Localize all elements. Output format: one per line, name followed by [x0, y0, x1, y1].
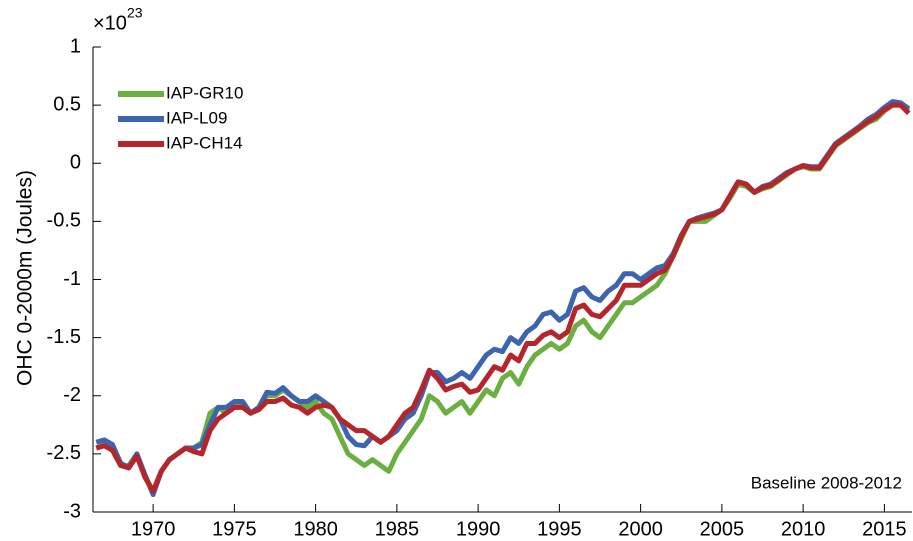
- y-tick-label: -2.5: [47, 442, 81, 464]
- y-tick-label: 0.5: [53, 93, 81, 115]
- legend-label: IAP-CH14: [166, 133, 243, 152]
- x-tick-label: 2010: [781, 518, 826, 540]
- data-line: [95, 102, 911, 494]
- y-tick-label: 0: [70, 152, 81, 174]
- y-tick-label: -2: [63, 384, 81, 406]
- data-line: [95, 102, 911, 495]
- x-tick-label: 1980: [293, 518, 338, 540]
- x-tick-label: 1985: [375, 518, 420, 540]
- x-tick-label: 2005: [700, 518, 745, 540]
- x-tick-label: 1995: [537, 518, 582, 540]
- y-tick-label: -1: [63, 268, 81, 290]
- x-tick-label: 2015: [862, 518, 907, 540]
- x-tick-label: 2000: [618, 518, 663, 540]
- y-axis-label: OHC 0-2000m (Joules): [14, 170, 37, 386]
- annotation: Baseline 2008-2012: [751, 473, 902, 492]
- x-tick-label: 1975: [212, 518, 257, 540]
- y-tick-label: -0.5: [47, 210, 81, 232]
- y-tick-label: -1.5: [47, 326, 81, 348]
- y-multiplier-base: ×10: [93, 12, 127, 34]
- data-line: [95, 99, 911, 498]
- legend-label: IAP-GR10: [166, 83, 243, 102]
- x-tick-label: 1990: [456, 518, 501, 540]
- y-tick-label: 1: [70, 35, 81, 57]
- y-multiplier-exponent: 23: [127, 5, 143, 21]
- legend-label: IAP-L09: [166, 108, 227, 127]
- x-tick-label: 1970: [131, 518, 176, 540]
- y-tick-label: -3: [63, 500, 81, 522]
